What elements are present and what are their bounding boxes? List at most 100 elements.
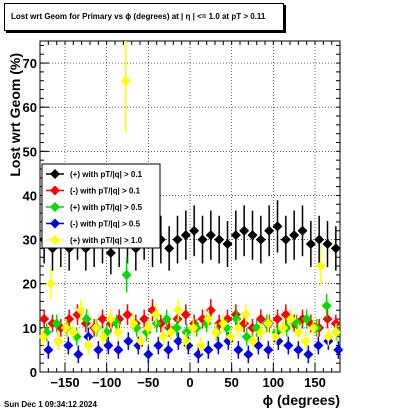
data-point-series-5 <box>323 331 334 342</box>
data-point-series-3 <box>81 314 92 325</box>
data-point-series-5 <box>240 309 251 320</box>
data-point-series-1 <box>164 243 175 254</box>
x-tick-label: 150 <box>304 375 326 390</box>
data-point-series-3 <box>161 314 172 325</box>
legend-label-2: (-) with pT/|q| > 0.1 <box>70 187 141 196</box>
data-point-series-4 <box>143 349 154 360</box>
data-point-series-3 <box>121 269 132 280</box>
data-point-series-2 <box>39 314 50 325</box>
data-point-series-5 <box>188 322 199 333</box>
data-point-series-1 <box>214 234 225 245</box>
y-tick-label: 60 <box>23 100 37 115</box>
data-point-series-4 <box>123 336 134 347</box>
data-point-series-4 <box>253 340 264 351</box>
data-point-series-2 <box>172 314 183 325</box>
data-point-series-5 <box>75 305 86 316</box>
data-point-series-4 <box>233 344 244 355</box>
data-point-series-2 <box>272 314 283 325</box>
data-point-series-5 <box>278 322 289 333</box>
title-box: Lost wrt Geom for Primary vs ϕ (degrees)… <box>4 3 284 31</box>
legend-label-5: (+) with pT/|q| > 1.0 <box>70 236 143 245</box>
data-point-series-5 <box>150 309 161 320</box>
data-point-series-1 <box>305 239 316 250</box>
data-point-series-2 <box>139 314 150 325</box>
legend-label-4: (-) with pT/|q| > 0.5 <box>70 220 141 229</box>
data-point-series-5 <box>53 336 64 347</box>
data-point-series-1 <box>247 230 258 241</box>
data-point-series-4 <box>73 349 84 360</box>
data-point-series-5 <box>255 327 266 338</box>
data-point-series-5 <box>68 327 79 338</box>
data-point-series-5 <box>165 327 176 338</box>
data-point-series-5 <box>120 75 131 86</box>
data-point-series-2 <box>180 309 191 320</box>
x-tick-label: 0 <box>186 375 193 390</box>
data-point-series-2 <box>255 314 266 325</box>
data-point-series-4 <box>333 344 344 355</box>
data-point-series-5 <box>270 331 281 342</box>
data-point-series-5 <box>105 314 116 325</box>
x-tick-label: −150 <box>50 375 79 390</box>
y-tick-label: 20 <box>23 277 37 292</box>
data-point-series-2 <box>322 314 333 325</box>
x-tick-label: −50 <box>137 375 159 390</box>
data-point-series-5 <box>38 331 49 342</box>
data-point-series-2 <box>97 314 108 325</box>
data-point-series-5 <box>180 336 191 347</box>
data-point-series-3 <box>151 318 162 329</box>
legend-label-3: (+) with pT/|q| > 0.5 <box>70 203 143 212</box>
data-point-series-3 <box>111 318 122 329</box>
data-point-series-4 <box>213 340 224 351</box>
data-point-series-5 <box>315 261 326 272</box>
data-point-series-1 <box>272 221 283 232</box>
data-point-series-4 <box>173 336 184 347</box>
data-point-series-3 <box>231 314 242 325</box>
data-point-series-4 <box>113 344 124 355</box>
timestamp-label: Sun Dec 1 09:34:12 2024 <box>4 400 97 409</box>
chart-title: Lost wrt Geom for Primary vs ϕ (degrees)… <box>11 12 266 21</box>
data-point-series-5 <box>225 331 236 342</box>
data-point-series-1 <box>180 230 191 241</box>
data-point-series-2 <box>122 309 133 320</box>
data-point-series-5 <box>173 305 184 316</box>
data-point-series-3 <box>321 300 332 311</box>
data-point-series-1 <box>255 234 266 245</box>
x-tick-label: 50 <box>224 375 238 390</box>
data-point-series-5 <box>60 322 71 333</box>
data-point-series-3 <box>241 331 252 342</box>
data-point-series-1 <box>330 243 341 254</box>
data-point-series-3 <box>51 318 62 329</box>
data-point-series-1 <box>205 230 216 241</box>
legend-marker-2 <box>50 185 60 196</box>
data-point-series-1 <box>189 225 200 236</box>
data-point-series-4 <box>263 344 274 355</box>
data-point-series-5 <box>143 322 154 333</box>
data-point-series-1 <box>280 234 291 245</box>
data-point-series-3 <box>171 322 182 333</box>
data-point-series-5 <box>98 331 109 342</box>
data-point-series-1 <box>289 230 300 241</box>
data-point-series-1 <box>172 234 183 245</box>
y-axis-label: Lost wrt Geom (%) <box>7 53 23 177</box>
x-axis-label: ϕ (degrees) <box>263 392 340 408</box>
data-point-series-1 <box>314 234 325 245</box>
data-point-series-2 <box>239 318 250 329</box>
data-point-series-5 <box>300 336 311 347</box>
data-point-series-3 <box>301 314 312 325</box>
data-point-series-5 <box>90 322 101 333</box>
data-point-series-4 <box>283 340 294 351</box>
data-point-series-1 <box>105 247 116 258</box>
data-point-series-5 <box>248 336 259 347</box>
y-tick-label: 30 <box>23 233 37 248</box>
data-point-series-1 <box>239 225 250 236</box>
data-point-series-1 <box>264 225 275 236</box>
data-point-series-1 <box>322 239 333 250</box>
data-point-series-5 <box>330 327 341 338</box>
legend-marker-3 <box>50 202 60 212</box>
data-point-series-1 <box>297 225 308 236</box>
y-tick-label: 0 <box>30 365 37 380</box>
data-point-series-5 <box>293 327 304 338</box>
data-point-series-5 <box>210 327 221 338</box>
y-tick-label: 50 <box>23 144 37 159</box>
